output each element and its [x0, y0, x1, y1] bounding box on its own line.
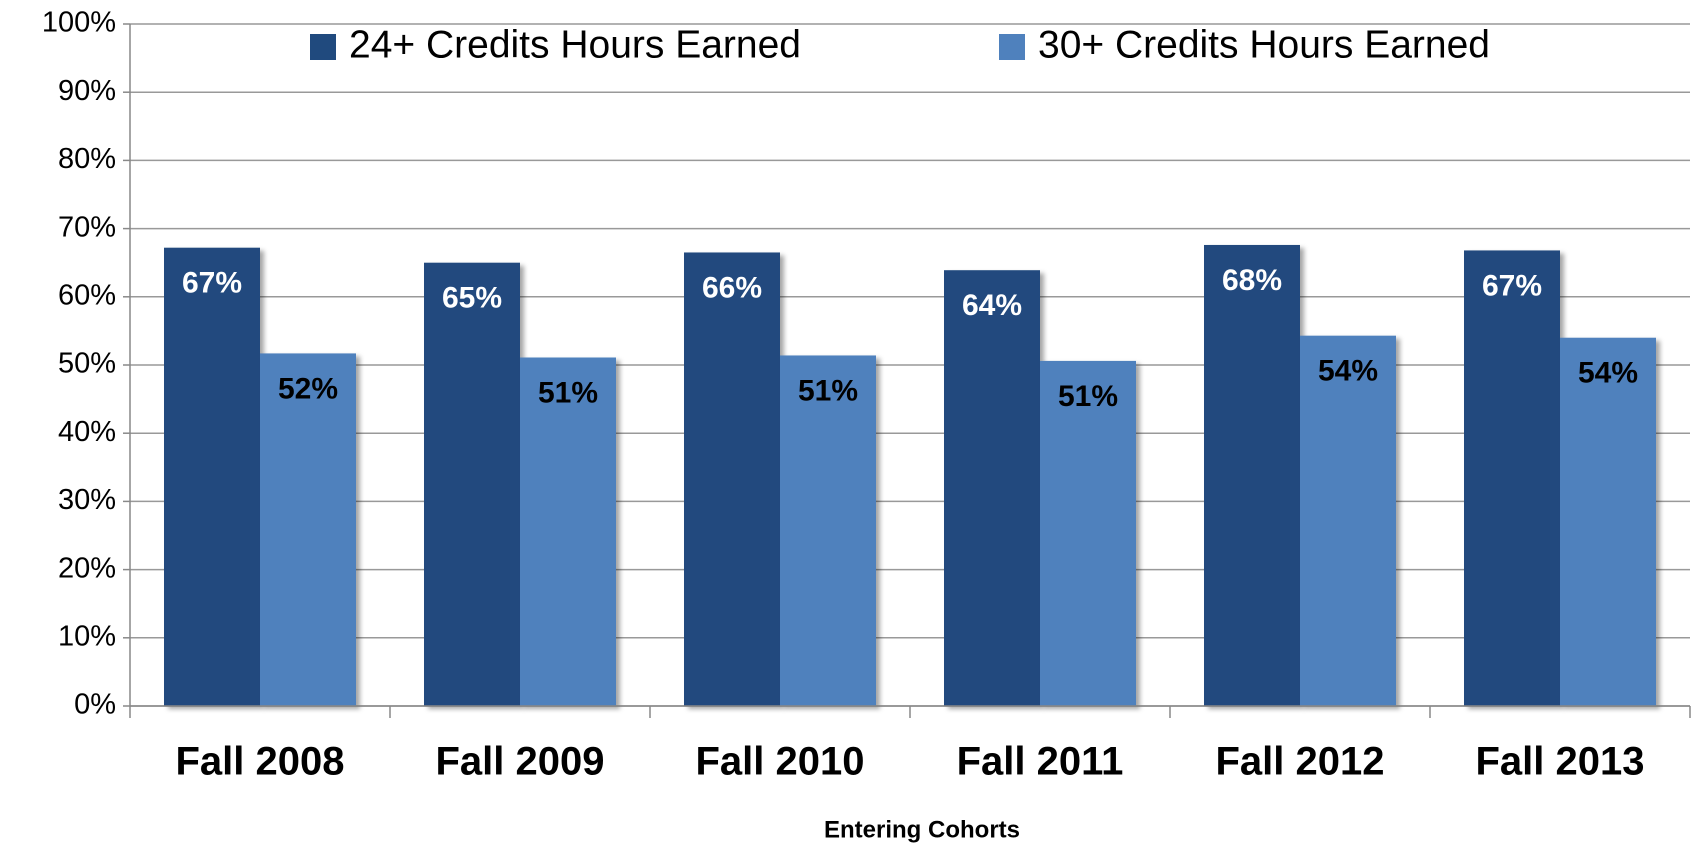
bar [1560, 337, 1656, 706]
y-tick-label: 20% [58, 552, 116, 584]
data-label: 54% [1318, 355, 1378, 388]
data-label: 68% [1222, 264, 1282, 297]
legend-label: 30+ Credits Hours Earned [1038, 23, 1490, 66]
bar [684, 252, 780, 706]
y-tick-label: 40% [58, 416, 116, 448]
data-label: 64% [962, 289, 1022, 322]
x-axis-title: Entering Cohorts [824, 816, 1020, 843]
data-label: 67% [1482, 269, 1542, 302]
bar [944, 270, 1040, 706]
legend-marker [999, 34, 1025, 60]
x-tick-label: Fall 2009 [435, 740, 604, 784]
data-label: 66% [702, 271, 762, 304]
bar [780, 355, 876, 706]
bar [1464, 250, 1560, 706]
legend-marker [310, 34, 336, 60]
y-tick-label: 80% [58, 143, 116, 175]
data-label: 51% [538, 376, 598, 409]
bar [164, 247, 260, 707]
bar [520, 357, 616, 706]
x-tick-label: Fall 2010 [695, 740, 864, 784]
y-tick-label: 60% [58, 279, 116, 311]
data-label: 67% [182, 267, 242, 300]
bar [1300, 335, 1396, 706]
y-tick-label: 10% [58, 620, 116, 652]
y-tick-label: 50% [58, 348, 116, 380]
y-tick-label: 100% [42, 7, 116, 39]
x-tick-label: Fall 2011 [957, 740, 1124, 784]
y-tick-label: 90% [58, 75, 116, 107]
data-label: 54% [1578, 357, 1638, 390]
data-label: 51% [1058, 380, 1118, 413]
data-label: 65% [442, 282, 502, 315]
x-tick-label: Fall 2013 [1475, 740, 1644, 784]
data-label: 51% [798, 374, 858, 407]
x-tick-label: Fall 2012 [1215, 740, 1384, 784]
legend-label: 24+ Credits Hours Earned [349, 23, 801, 66]
x-tick-label: Fall 2008 [175, 740, 344, 784]
y-tick-label: 30% [58, 484, 116, 516]
bar [1204, 244, 1300, 706]
y-tick-label: 70% [58, 211, 116, 243]
y-tick-label: 0% [74, 689, 116, 721]
data-label: 52% [278, 372, 338, 405]
bar [1040, 360, 1136, 706]
bar [424, 262, 520, 706]
bar [260, 353, 356, 706]
